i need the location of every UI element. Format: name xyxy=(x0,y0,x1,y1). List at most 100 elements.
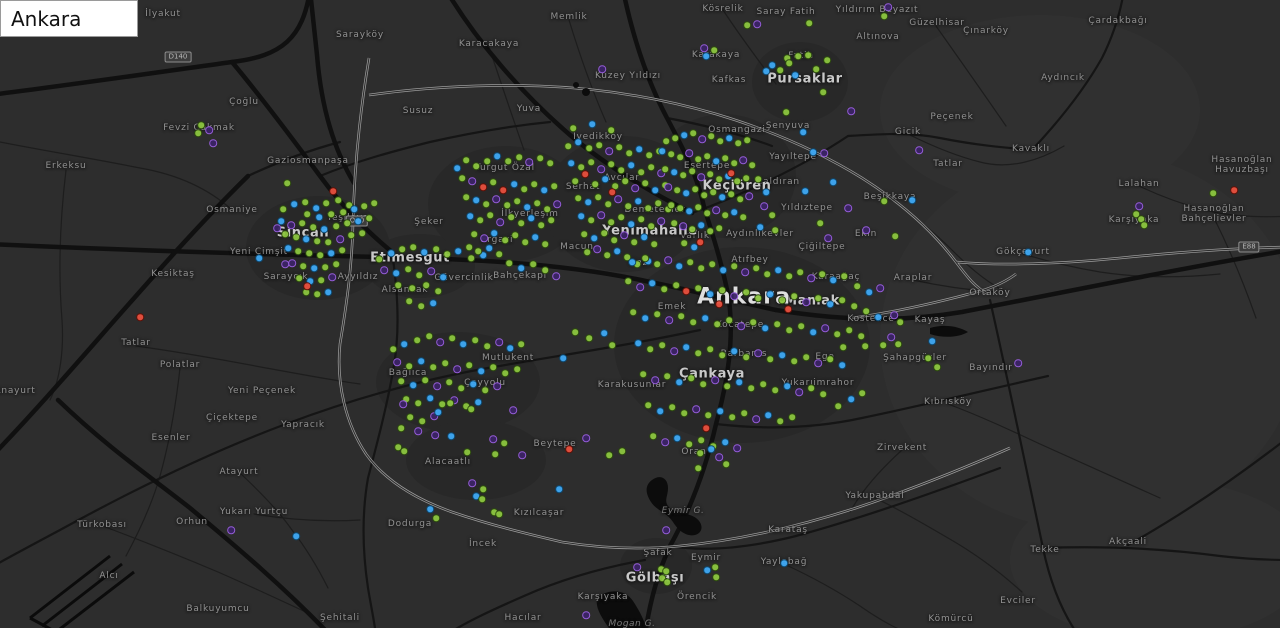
map-point[interactable] xyxy=(453,164,461,172)
map-point[interactable] xyxy=(321,263,329,271)
map-point[interactable] xyxy=(454,247,462,255)
map-point[interactable] xyxy=(580,230,588,238)
map-point[interactable] xyxy=(503,201,511,209)
map-point[interactable] xyxy=(709,188,717,196)
map-point[interactable] xyxy=(776,417,784,425)
map-point[interactable] xyxy=(721,154,729,162)
map-point[interactable] xyxy=(615,143,623,151)
map-point[interactable] xyxy=(505,259,513,267)
map-point[interactable] xyxy=(486,211,494,219)
map-point[interactable] xyxy=(601,175,609,183)
map-point[interactable] xyxy=(594,193,602,201)
map-point[interactable] xyxy=(565,445,573,453)
map-point[interactable] xyxy=(819,88,827,96)
map-point[interactable] xyxy=(845,326,853,334)
map-point[interactable] xyxy=(607,126,615,134)
map-point[interactable] xyxy=(688,225,696,233)
map-point[interactable] xyxy=(490,229,498,237)
map-point[interactable] xyxy=(874,313,882,321)
map-point[interactable] xyxy=(694,203,702,211)
map-point[interactable] xyxy=(857,332,865,340)
map-point[interactable] xyxy=(1140,221,1148,229)
map-point[interactable] xyxy=(743,21,751,29)
map-point[interactable] xyxy=(891,232,899,240)
map-point[interactable] xyxy=(712,157,720,165)
map-point[interactable] xyxy=(1024,248,1032,256)
map-point[interactable] xyxy=(725,316,733,324)
map-point[interactable] xyxy=(696,238,704,246)
map-point[interactable] xyxy=(730,159,738,167)
map-point[interactable] xyxy=(432,514,440,522)
map-point[interactable] xyxy=(853,282,861,290)
map-point[interactable] xyxy=(399,400,407,408)
map-point[interactable] xyxy=(703,209,711,217)
map-point[interactable] xyxy=(663,372,671,380)
map-point[interactable] xyxy=(489,363,497,371)
map-point[interactable] xyxy=(292,233,300,241)
map-point[interactable] xyxy=(588,120,596,128)
map-point[interactable] xyxy=(647,163,655,171)
map-point[interactable] xyxy=(713,320,721,328)
map-point[interactable] xyxy=(756,223,764,231)
map-point[interactable] xyxy=(694,284,702,292)
map-point[interactable] xyxy=(574,138,582,146)
map-point[interactable] xyxy=(651,376,659,384)
map-point[interactable] xyxy=(422,281,430,289)
map-point[interactable] xyxy=(740,409,748,417)
map-point[interactable] xyxy=(734,139,742,147)
map-point[interactable] xyxy=(500,439,508,447)
map-point[interactable] xyxy=(398,245,406,253)
map-point[interactable] xyxy=(880,12,888,20)
map-point[interactable] xyxy=(742,353,750,361)
map-point[interactable] xyxy=(614,195,622,203)
map-point[interactable] xyxy=(509,406,517,414)
map-point[interactable] xyxy=(824,234,832,242)
map-point[interactable] xyxy=(876,284,884,292)
map-point[interactable] xyxy=(796,268,804,276)
map-point[interactable] xyxy=(788,413,796,421)
map-point[interactable] xyxy=(739,156,747,164)
map-point[interactable] xyxy=(671,134,679,142)
map-point[interactable] xyxy=(315,213,323,221)
map-point[interactable] xyxy=(483,342,491,350)
map-point[interactable] xyxy=(590,234,598,242)
map-point[interactable] xyxy=(752,415,760,423)
map-point[interactable] xyxy=(518,451,526,459)
map-point[interactable] xyxy=(316,251,324,259)
map-point[interactable] xyxy=(742,174,750,182)
map-point[interactable] xyxy=(597,211,605,219)
map-point[interactable] xyxy=(776,66,784,74)
map-point[interactable] xyxy=(727,169,735,177)
map-point[interactable] xyxy=(339,208,347,216)
map-point[interactable] xyxy=(446,399,454,407)
map-point[interactable] xyxy=(667,201,675,209)
map-point[interactable] xyxy=(569,124,577,132)
map-point[interactable] xyxy=(507,213,515,221)
map-point[interactable] xyxy=(700,191,708,199)
map-point[interactable] xyxy=(661,165,669,173)
map-point[interactable] xyxy=(673,186,681,194)
map-point[interactable] xyxy=(618,447,626,455)
map-point[interactable] xyxy=(343,219,351,227)
map-point[interactable] xyxy=(482,200,490,208)
map-point[interactable] xyxy=(688,167,696,175)
map-point[interactable] xyxy=(587,216,595,224)
map-point[interactable] xyxy=(801,187,809,195)
map-point[interactable] xyxy=(794,52,802,60)
map-point[interactable] xyxy=(358,229,366,237)
map-point[interactable] xyxy=(850,302,858,310)
map-point[interactable] xyxy=(771,226,779,234)
map-point[interactable] xyxy=(628,258,636,266)
map-point[interactable] xyxy=(564,142,572,150)
map-point[interactable] xyxy=(481,386,489,394)
map-point[interactable] xyxy=(546,159,554,167)
map-point[interactable] xyxy=(517,219,525,227)
map-point[interactable] xyxy=(715,300,723,308)
map-point[interactable] xyxy=(604,200,612,208)
map-point[interactable] xyxy=(833,330,841,338)
map-point[interactable] xyxy=(462,193,470,201)
map-point[interactable] xyxy=(658,574,666,582)
map-point[interactable] xyxy=(680,131,688,139)
map-point[interactable] xyxy=(510,180,518,188)
map-point[interactable] xyxy=(747,384,755,392)
